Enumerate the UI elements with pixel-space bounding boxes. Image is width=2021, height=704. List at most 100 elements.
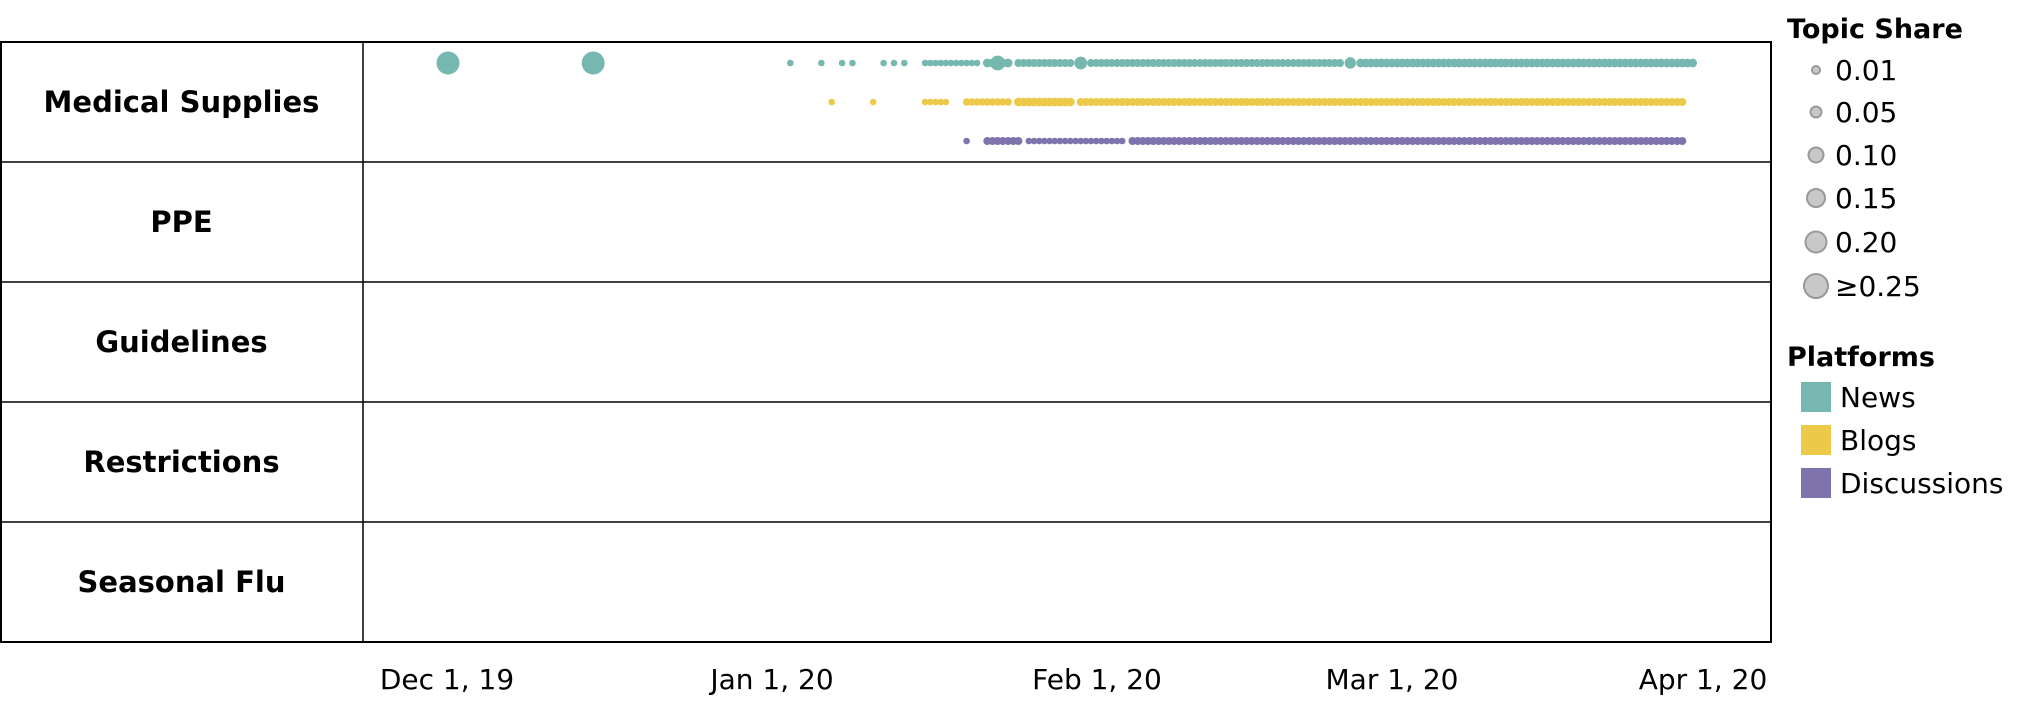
data-point bbox=[963, 59, 970, 67]
data-point bbox=[818, 59, 825, 67]
x-tick-label: Jan 1, 20 bbox=[708, 663, 833, 696]
data-point bbox=[921, 59, 929, 67]
size-legend-marker bbox=[1809, 105, 1823, 119]
size-legend-label: 0.15 bbox=[1835, 182, 1897, 215]
data-point bbox=[958, 59, 965, 67]
data-point bbox=[932, 98, 939, 106]
data-point bbox=[1336, 59, 1344, 67]
data-point bbox=[1035, 137, 1043, 145]
platform-legend-swatch bbox=[1801, 425, 1831, 455]
size-legend-marker bbox=[1804, 230, 1828, 254]
data-point bbox=[1074, 56, 1088, 70]
data-point bbox=[994, 98, 1002, 106]
data-point bbox=[880, 59, 887, 67]
data-point bbox=[988, 98, 997, 106]
data-point bbox=[973, 98, 981, 106]
data-point bbox=[927, 59, 934, 67]
data-point bbox=[1077, 137, 1084, 145]
data-point bbox=[1344, 57, 1357, 69]
x-tick-label: Mar 1, 20 bbox=[1326, 663, 1459, 696]
data-point bbox=[932, 59, 939, 67]
data-point bbox=[1108, 137, 1116, 145]
data-point bbox=[1103, 137, 1110, 145]
x-axis-ticks: Dec 1, 19 Jan 1, 20 Feb 1, 20 Mar 1, 20 Apr … bbox=[380, 663, 1767, 696]
size-legend-label: ≥0.25 bbox=[1835, 270, 1921, 303]
data-point bbox=[973, 59, 981, 67]
platform-legend-label: Discussions bbox=[1840, 467, 2004, 500]
legend: Topic Share 0.01 0.05 0.10 0.15 0.20 ≥0.25 Plat… bbox=[1787, 14, 2004, 500]
platform-legend-title: Platforms bbox=[1787, 342, 1935, 373]
topic-labels: Medical Supplies PPE Guidelines Restriction… bbox=[44, 85, 320, 599]
data-point bbox=[838, 59, 846, 67]
data-point bbox=[1092, 137, 1100, 145]
data-point bbox=[1065, 97, 1075, 107]
topic-label: Guidelines bbox=[95, 325, 267, 359]
data-point bbox=[963, 137, 970, 145]
data-point bbox=[1056, 137, 1064, 145]
data-point bbox=[1098, 137, 1105, 145]
data-point bbox=[1003, 58, 1013, 68]
data-point bbox=[952, 59, 960, 67]
data-point bbox=[947, 59, 955, 67]
platform-legend-label: Blogs bbox=[1840, 424, 1916, 457]
data-point bbox=[927, 98, 934, 106]
data-point bbox=[1072, 137, 1079, 145]
chart-frame bbox=[0, 41, 1772, 643]
data-point bbox=[983, 98, 991, 106]
data-point bbox=[978, 98, 986, 106]
data-point bbox=[937, 59, 944, 67]
size-legend-title: Topic Share bbox=[1787, 14, 1963, 45]
data-point bbox=[1025, 137, 1033, 145]
data-point bbox=[1082, 137, 1090, 145]
data-point bbox=[901, 59, 908, 67]
topic-label: Medical Supplies bbox=[44, 85, 320, 119]
size-legend-label: 0.20 bbox=[1835, 226, 1897, 259]
size-legend-marker bbox=[1807, 146, 1825, 164]
data-point bbox=[921, 98, 929, 106]
size-legend-marker bbox=[1803, 273, 1829, 299]
size-legend-label: 0.05 bbox=[1835, 96, 1897, 129]
data-point bbox=[1113, 137, 1121, 145]
data-point bbox=[890, 59, 898, 67]
topic-label: Seasonal Flu bbox=[78, 565, 286, 599]
topic-label: Restrictions bbox=[83, 445, 279, 479]
size-legend-marker bbox=[1811, 65, 1821, 75]
platform-legend-swatch bbox=[1801, 382, 1831, 412]
data-point bbox=[1046, 137, 1053, 145]
data-point bbox=[1014, 137, 1023, 145]
data-point bbox=[849, 59, 856, 67]
x-tick-label: Dec 1, 19 bbox=[380, 663, 514, 696]
data-point bbox=[581, 51, 605, 75]
x-tick-label: Feb 1, 20 bbox=[1032, 663, 1162, 696]
data-points bbox=[436, 51, 1697, 145]
data-point bbox=[1061, 137, 1069, 145]
data-point bbox=[436, 51, 460, 75]
data-point bbox=[869, 98, 877, 106]
data-point bbox=[1004, 98, 1012, 106]
size-legend-label: 0.10 bbox=[1835, 139, 1897, 172]
data-point bbox=[1030, 137, 1038, 145]
platform-legend-label: News bbox=[1840, 381, 1916, 414]
data-point bbox=[1118, 137, 1126, 145]
data-point bbox=[828, 98, 835, 106]
data-point bbox=[1066, 59, 1075, 67]
data-point bbox=[787, 59, 794, 67]
data-point bbox=[1678, 98, 1687, 106]
data-point bbox=[1067, 137, 1074, 145]
data-point bbox=[962, 98, 971, 106]
data-point bbox=[937, 98, 944, 106]
size-legend-label: 0.01 bbox=[1835, 54, 1897, 87]
platform-legend-swatch bbox=[1801, 468, 1831, 498]
data-point bbox=[968, 98, 976, 106]
data-point bbox=[1041, 137, 1048, 145]
data-point bbox=[999, 98, 1007, 106]
chart-border bbox=[0, 41, 1772, 643]
data-point bbox=[1678, 137, 1687, 145]
size-legend-marker bbox=[1806, 188, 1826, 208]
data-point bbox=[1688, 58, 1697, 68]
data-point bbox=[1051, 137, 1058, 145]
topic-label: PPE bbox=[150, 205, 212, 239]
data-point bbox=[990, 55, 1006, 71]
data-point bbox=[968, 59, 976, 67]
data-point bbox=[942, 59, 950, 67]
